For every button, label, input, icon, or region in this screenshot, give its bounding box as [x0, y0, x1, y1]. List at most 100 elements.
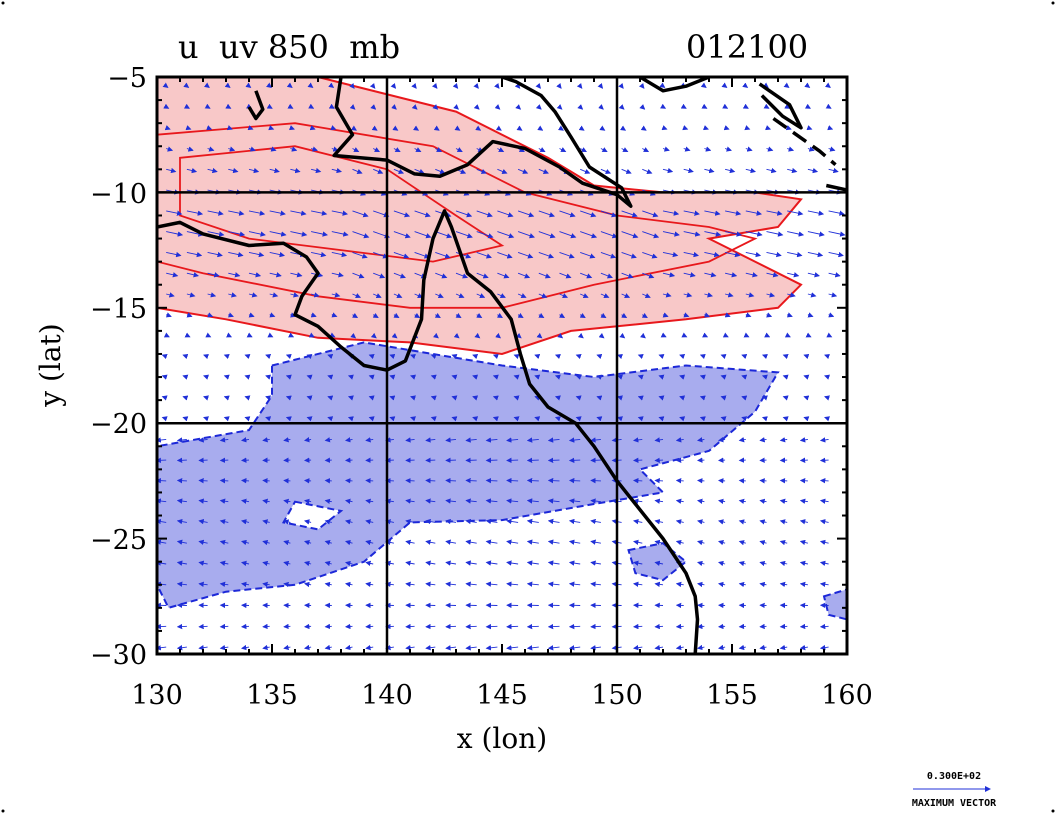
wind-vector — [642, 272, 655, 279]
wind-vector — [725, 231, 742, 237]
wind-vector — [799, 498, 808, 504]
wind-vector — [368, 353, 375, 360]
wind-vector — [327, 353, 334, 360]
wind-vector — [697, 519, 705, 525]
wind-vector — [538, 251, 555, 259]
wind-vector — [596, 353, 603, 360]
wind-vector — [307, 82, 314, 88]
wind-vector — [465, 623, 477, 630]
wind-vector — [389, 353, 396, 360]
wind-vector — [283, 437, 291, 443]
wind-vector — [283, 623, 291, 630]
wind-vector — [547, 539, 560, 545]
wind-vector — [517, 231, 535, 239]
wind-vector — [393, 312, 400, 318]
wind-vector — [633, 498, 643, 504]
wind-vector — [699, 395, 706, 401]
wind-vector — [246, 332, 253, 338]
wind-vector — [759, 437, 767, 443]
wind-vector — [435, 231, 453, 239]
wind-vector — [575, 416, 582, 422]
wind-vector — [722, 332, 729, 338]
wind-vector — [621, 147, 629, 153]
wind-vector — [198, 498, 208, 504]
wind-vector — [283, 581, 291, 588]
wind-vector — [269, 231, 287, 237]
x-tick-label: 145 — [476, 680, 528, 711]
wind-vector — [451, 374, 458, 380]
wind-vector — [465, 645, 477, 651]
wind-vector — [435, 168, 446, 174]
wind-vector — [425, 539, 436, 545]
wind-vector — [699, 353, 706, 360]
wind-vector — [248, 272, 262, 278]
wind-vector — [431, 82, 438, 89]
wind-vector — [163, 332, 170, 338]
wind-vector — [203, 374, 210, 380]
wind-vector — [266, 103, 273, 109]
wind-vector — [390, 82, 397, 89]
coastline-australia — [157, 209, 700, 654]
wind-vector — [642, 231, 660, 239]
wind-vector — [228, 146, 236, 152]
wind-vector — [738, 478, 746, 484]
wind-vector — [828, 167, 839, 174]
wind-vector — [391, 332, 398, 339]
wind-vector — [642, 210, 659, 218]
wind-vector — [697, 478, 705, 484]
title-right: 012100 — [686, 28, 808, 66]
wind-vector — [324, 519, 332, 525]
wind-vector — [310, 312, 317, 318]
wind-vector — [269, 210, 286, 216]
wind-vector — [186, 167, 198, 174]
wind-vector — [176, 437, 187, 443]
wind-vector — [697, 437, 705, 443]
wind-vector — [393, 293, 403, 299]
wind-vector — [207, 251, 223, 258]
wind-vector — [828, 272, 841, 278]
wind-vector — [228, 210, 245, 216]
wind-vector — [198, 539, 208, 545]
wind-vector — [405, 560, 415, 566]
wind-vector — [485, 437, 498, 443]
wind-vector — [241, 644, 250, 651]
wind-vector — [654, 437, 664, 443]
wind-vector — [268, 125, 275, 131]
wind-vector — [241, 478, 250, 484]
wind-vector — [782, 374, 789, 380]
wind-vector — [724, 167, 736, 174]
wind-vector — [662, 167, 674, 174]
wind-vector — [365, 478, 374, 484]
wind-vector — [225, 332, 233, 338]
wind-vector — [554, 353, 561, 360]
wind-vector — [799, 560, 808, 567]
wind-vector — [207, 312, 214, 318]
wind-vector — [435, 251, 451, 259]
y-tick-labels: −5 −10 −15 −20 −25 −30 — [90, 63, 147, 671]
wind-vector — [633, 644, 643, 651]
wind-vector — [658, 395, 665, 401]
wind-vector — [345, 644, 353, 651]
wind-vector — [265, 395, 272, 401]
wind-vector — [451, 416, 458, 422]
wind-vector — [697, 623, 705, 630]
wind-vector — [517, 210, 535, 218]
wind-vector — [161, 416, 168, 422]
wind-vector — [579, 147, 587, 153]
wind-vector — [738, 437, 746, 443]
wind-vector — [329, 332, 336, 338]
wind-vector — [600, 272, 613, 279]
wind-vector — [389, 374, 396, 380]
wind-vector — [759, 644, 767, 651]
wind-vector — [617, 353, 624, 360]
wind-vector — [176, 539, 187, 545]
wind-vector — [219, 623, 229, 630]
wind-vector — [782, 416, 789, 422]
wind-vector — [324, 644, 332, 651]
wind-vector — [285, 374, 292, 380]
wind-vector — [779, 437, 788, 443]
wind-vector — [306, 395, 313, 401]
wind-vector — [166, 210, 183, 216]
wind-vector — [204, 103, 211, 109]
